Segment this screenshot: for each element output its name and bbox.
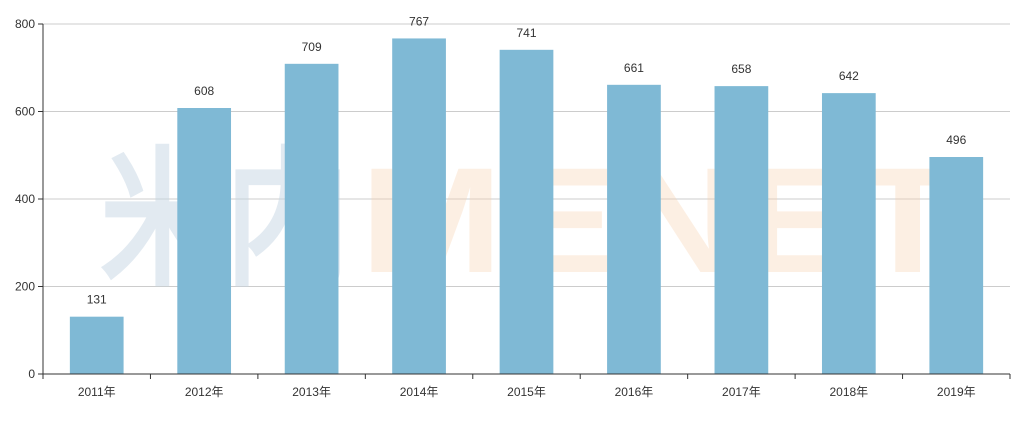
bars — [69, 38, 984, 374]
x-tick-label: 2015年 — [507, 385, 546, 399]
x-axis: 2011年 2012年 2013年 2014年 2015年 2016年 2017年 2018年… — [42, 373, 1011, 399]
bar — [499, 49, 554, 374]
data-labels: 131 608 709 767 741 661 658 642 496 — [87, 14, 967, 306]
data-label: 131 — [87, 293, 107, 307]
data-label: 608 — [194, 84, 214, 98]
bar — [392, 38, 446, 374]
bar — [929, 157, 984, 374]
data-label: 709 — [302, 40, 322, 54]
bar — [69, 316, 124, 374]
y-tick-label: 200 — [15, 280, 35, 294]
data-label: 741 — [516, 26, 536, 40]
data-label: 767 — [409, 14, 429, 28]
y-tick-label: 0 — [28, 367, 35, 381]
data-label: 658 — [731, 62, 751, 76]
x-tick-label: 2019年 — [937, 385, 976, 399]
y-tick-label: 800 — [15, 17, 35, 31]
bar — [821, 93, 876, 374]
x-tick-label: 2013年 — [292, 385, 331, 399]
bar — [177, 108, 232, 374]
x-tick-label: 2017年 — [722, 385, 761, 399]
data-label: 642 — [839, 69, 859, 83]
x-tick-label: 2011年 — [78, 385, 116, 399]
x-tick-label: 2016年 — [615, 385, 654, 399]
y-tick-label: 400 — [15, 192, 35, 206]
bar — [284, 63, 339, 374]
bar — [607, 84, 661, 374]
data-label: 661 — [624, 61, 644, 75]
x-tick-label: 2018年 — [829, 385, 868, 399]
data-label: 496 — [946, 133, 966, 147]
y-axis-ticks: 0 200 400 600 800 — [15, 17, 43, 381]
x-tick-label: 2012年 — [185, 385, 224, 399]
y-tick-label: 600 — [15, 105, 35, 119]
x-tick-label: 2014年 — [400, 385, 439, 399]
bar — [714, 86, 769, 374]
